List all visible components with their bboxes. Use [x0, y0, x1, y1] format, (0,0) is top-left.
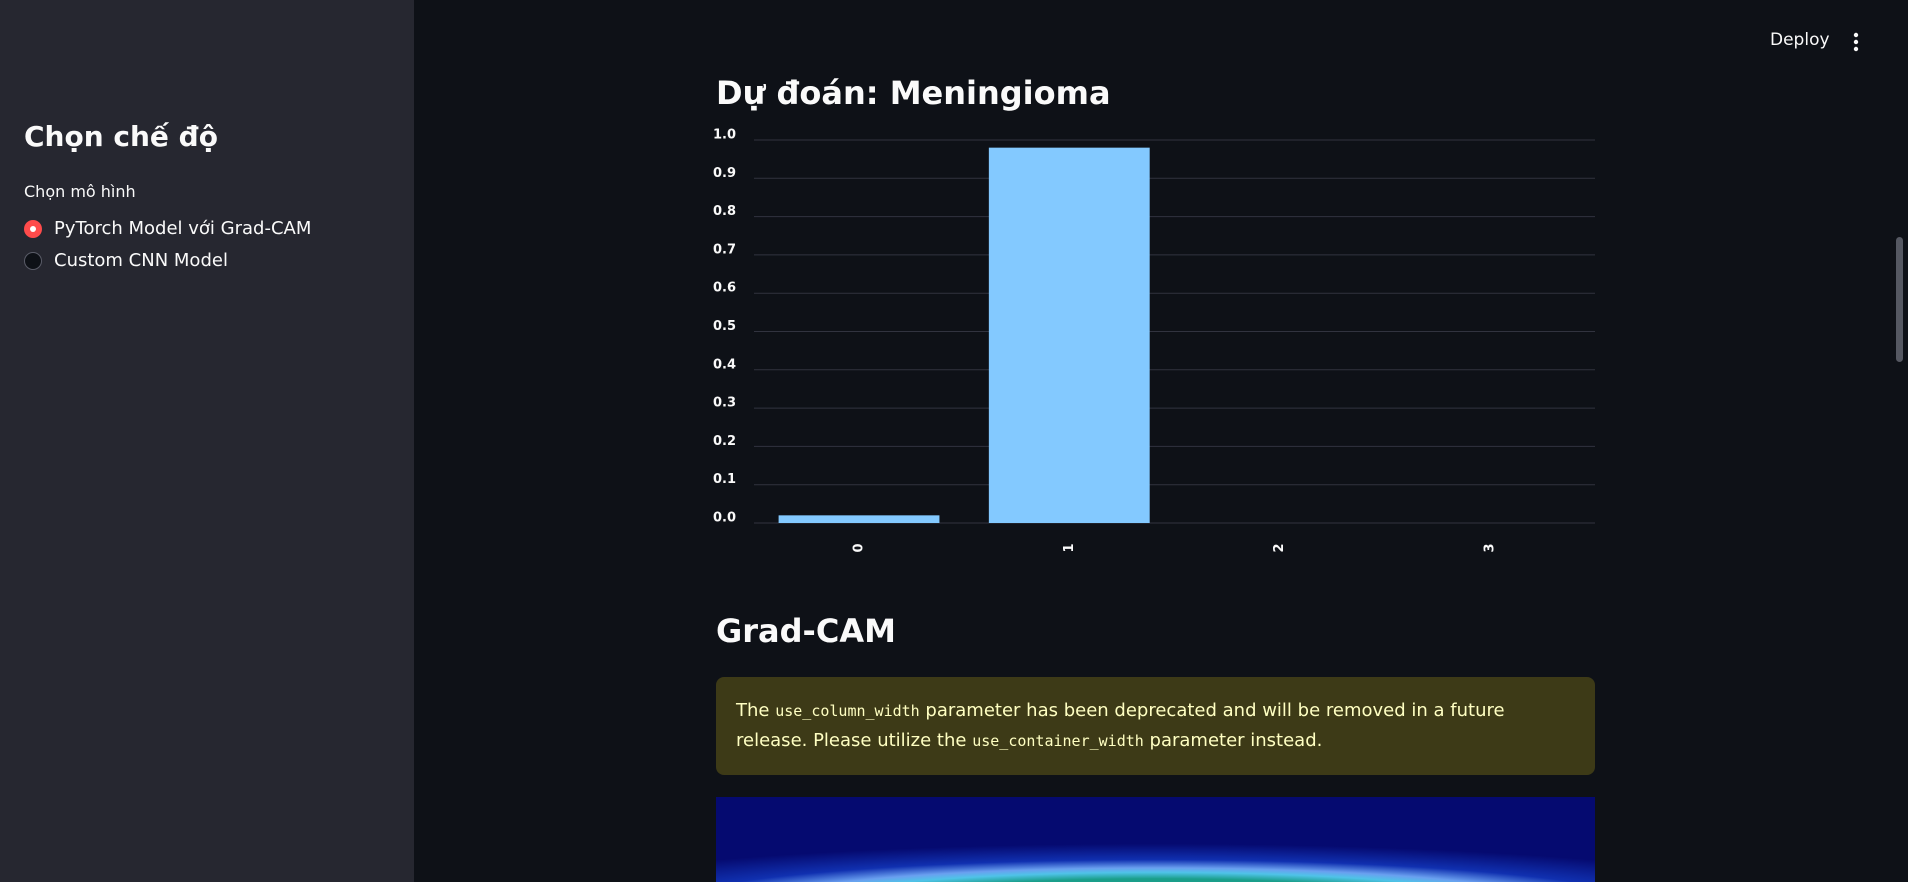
- deploy-button[interactable]: Deploy: [1770, 30, 1830, 50]
- text: parameter has been deprecated and will b…: [736, 700, 1505, 751]
- radio-dot: [24, 219, 42, 238]
- text: parameter instead.: [1143, 730, 1323, 751]
- option-text: PyTorch Model với Grad-CAM: [54, 218, 312, 239]
- radio-dot: [24, 251, 42, 270]
- y-tick-label: 0.9: [713, 166, 736, 181]
- warning-box: The use_column_width parameter has been …: [716, 677, 1595, 775]
- y-tick-label: 0.7: [713, 242, 736, 257]
- y-tick-label: 0.1: [713, 472, 736, 487]
- x-tick-label: 0: [852, 543, 867, 552]
- scrollbar[interactable]: [1896, 237, 1903, 362]
- sidebar: Chọn chế độ Chọn mô hình PyTorch Model v…: [0, 0, 414, 882]
- y-tick-label: 0.5: [713, 319, 736, 334]
- radio-option[interactable]: Custom CNN Model: [24, 250, 228, 271]
- x-tick-label: 1: [1062, 543, 1077, 552]
- radio-option[interactable]: PyTorch Model với Grad-CAM: [24, 218, 311, 239]
- chart-title: Dự đoán: Meningioma: [716, 74, 1111, 112]
- chart: 0.0 0.1 0.2 0.3 0.4 0.5 0.6 0.7 0.8 0.9 1.0 0 1 2 3: [713, 128, 1595, 553]
- radio-label: Chọn mô hình: [24, 182, 136, 201]
- y-tick-label: 0.8: [713, 204, 736, 219]
- section-heading: Grad-CAM: [716, 612, 896, 650]
- code: use_column_width: [775, 702, 920, 720]
- y-tick-label: 0.0: [713, 511, 736, 526]
- y-tick-label: 0.4: [713, 357, 736, 372]
- x-tick-label: 2: [1272, 543, 1287, 552]
- y-tick-label: 1.0: [713, 128, 736, 143]
- text: The: [736, 700, 776, 721]
- sidebar-heading: Chọn chế độ: [24, 120, 218, 153]
- y-tick-label: 0.2: [713, 434, 736, 449]
- gradcam-image: [716, 797, 1595, 882]
- y-tick-label: 0.3: [713, 396, 736, 411]
- bar: [778, 515, 940, 523]
- option-text: Custom CNN Model: [54, 250, 228, 271]
- bar: [988, 147, 1150, 523]
- code: use_container_width: [972, 732, 1144, 750]
- y-tick-label: 0.6: [713, 281, 736, 296]
- menu-button[interactable]: [1846, 30, 1866, 54]
- x-tick-label: 3: [1482, 543, 1497, 552]
